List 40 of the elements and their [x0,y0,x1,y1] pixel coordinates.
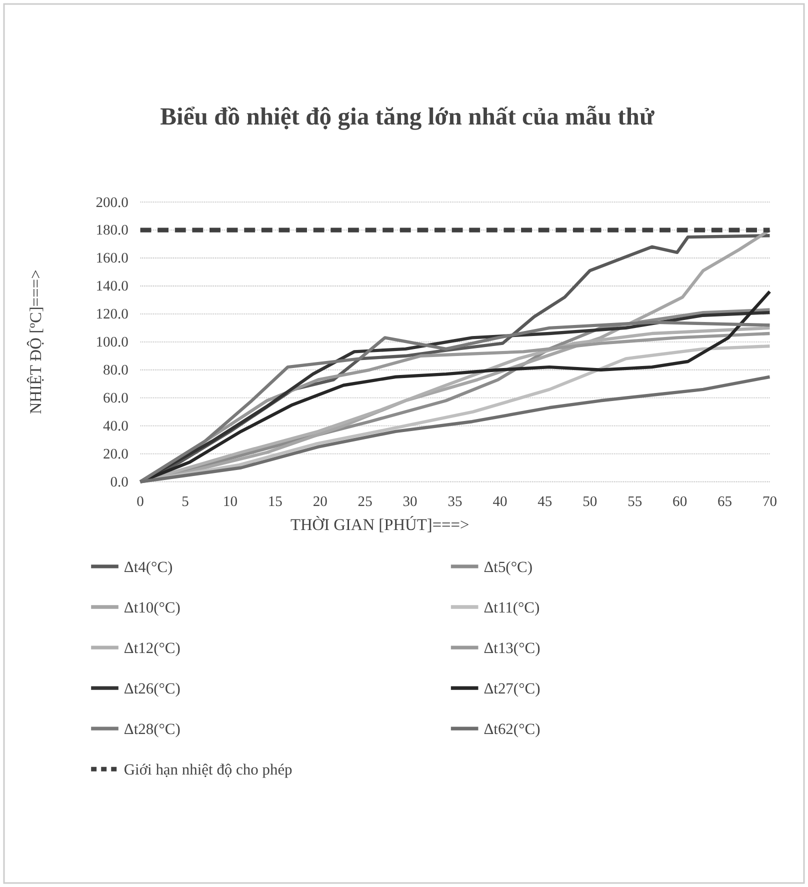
x-axis-title: THỜI GIAN [PHÚT]===> [290,515,470,534]
chart-title: Biểu đồ nhiệt độ gia tăng lớn nhất của mẫu thử [160,104,654,131]
x-tick-label: 10 [222,494,238,510]
legend-label: Δt10(°C) [124,599,180,616]
legend-label: Δt13(°C) [484,640,540,657]
y-tick-label: 0.0 [110,474,128,490]
y-axis-title: NHIỆT ĐỘ [ºC]===> [26,270,45,414]
x-tick-label: 15 [268,494,282,510]
legend-label: Δt11(°C) [484,599,540,616]
y-tick-label: 40.0 [102,418,128,434]
y-tick-label: 180.0 [96,222,128,239]
x-tick-label: 5 [182,494,189,510]
y-tick-label: 200.0 [96,194,128,211]
x-tick-label: 40 [492,494,508,510]
legend-label: Δt4(°C) [124,558,173,576]
x-tick-label: 45 [538,494,552,510]
x-tick-label: 70 [762,494,778,510]
y-tick-label: 120.0 [96,306,128,323]
legend-label: Δt5(°C) [484,558,533,576]
x-tick-label: 30 [402,494,418,510]
y-tick-label: 100.0 [96,334,128,351]
y-tick-label: 160.0 [96,250,128,267]
legend-label: Δt12(°C) [124,640,180,657]
x-tick-label: 35 [448,494,462,510]
x-tick-label: 60 [672,494,688,510]
y-tick-label: 20.0 [102,446,128,462]
y-tick-label: 140.0 [96,278,128,295]
legend-label: Giới hạn nhiệt độ cho phép [124,762,293,779]
x-tick-label: 0 [136,494,144,510]
legend-label: Δt28(°C) [124,721,180,738]
legend-label: Δt62(°C) [484,721,540,738]
x-tick-label: 55 [628,494,642,510]
legend-label: Δt27(°C) [484,680,540,698]
legend-label: Δt26(°C) [124,680,180,698]
y-tick-label: 60.0 [102,390,128,407]
x-tick-label: 25 [358,494,372,510]
y-tick-label: 80.0 [102,362,128,379]
x-tick-label: 65 [718,494,732,510]
x-tick-label: 20 [312,494,328,510]
x-tick-label: 50 [582,494,598,510]
